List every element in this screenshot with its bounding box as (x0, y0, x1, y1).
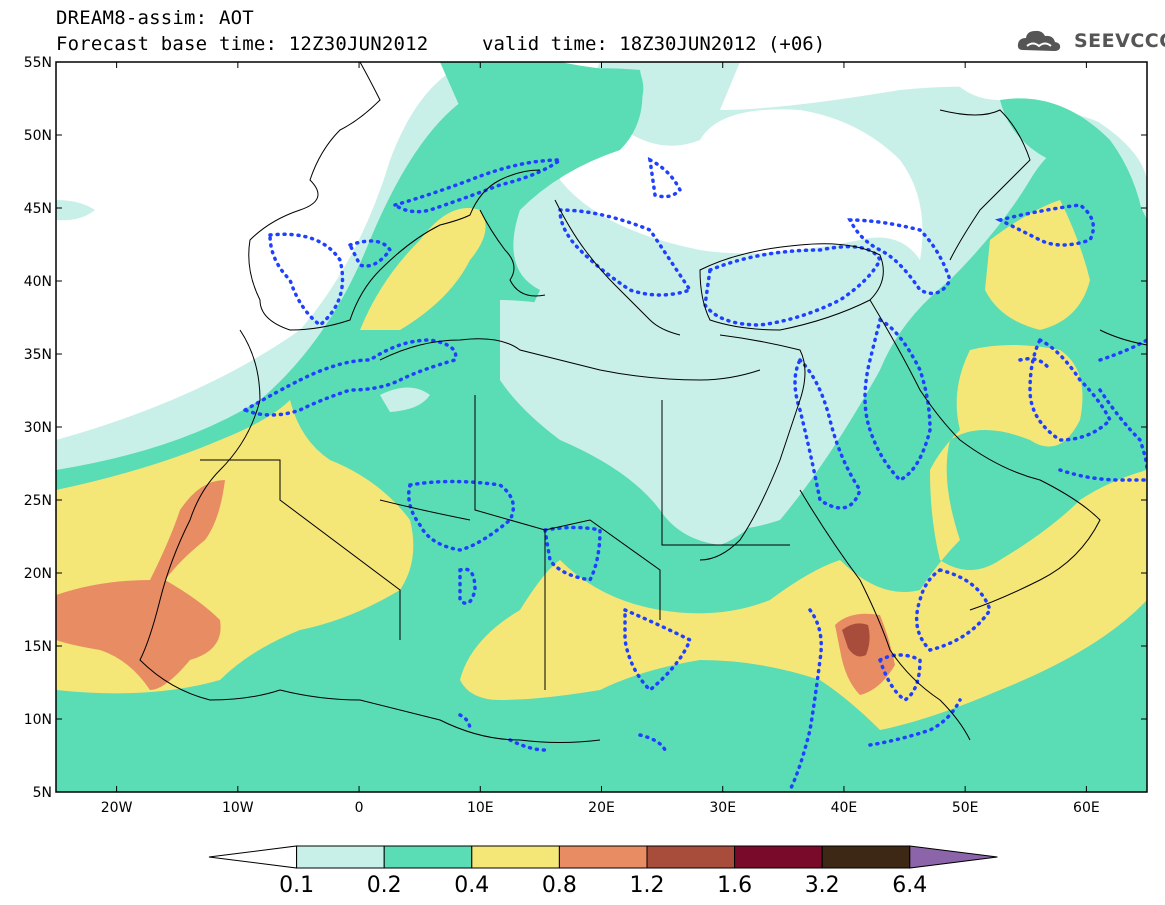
lon-label: 40E (831, 800, 858, 816)
colorbar-label: 0.2 (367, 873, 402, 898)
longitude-labels: 20W 10W 0 10E 20E 30E 40E 50E 60E (101, 62, 1100, 816)
colorbar-segment (646, 845, 736, 869)
colorbar: 0.1 0.2 0.4 0.8 1.2 1.6 3.2 6.4 (208, 845, 998, 898)
lon-label: 20E (588, 800, 615, 816)
colorbar-label: 0.4 (454, 873, 489, 898)
colorbar-label: 3.2 (805, 873, 840, 898)
logo-text: SEEVCCC (1074, 30, 1165, 52)
lat-label: 25N (24, 493, 52, 509)
lat-label: 45N (24, 201, 52, 217)
lon-label: 20W (101, 800, 133, 816)
colorbar-label: 0.8 (542, 873, 577, 898)
lat-label: 15N (24, 639, 52, 655)
colorbar-high-triangle (909, 845, 998, 869)
colorbar-segment (821, 845, 911, 869)
coastlines (139, 62, 1147, 743)
lat-label: 35N (24, 347, 52, 363)
lon-label: 0 (355, 800, 364, 816)
colorbar-segment (296, 845, 385, 869)
colorbar-segment (383, 845, 473, 869)
colorbar-low-triangle (208, 845, 298, 869)
colorbar-label: 1.6 (717, 873, 752, 898)
forecast-base-time: Forecast base time: 12Z30JUN2012 (56, 33, 429, 55)
aot-band-0.8 (56, 480, 225, 690)
lat-label: 30N (24, 420, 52, 436)
colorbar-label: 0.1 (279, 873, 314, 898)
lon-label: 10E (467, 800, 494, 816)
lon-label: 30E (709, 800, 736, 816)
map-title: DREAM8-assim: AOT (56, 7, 254, 29)
lat-label: 40N (24, 274, 52, 290)
colorbar-segment (558, 845, 648, 869)
aot-band-1.2 (842, 623, 870, 657)
colorbar-label: 1.2 (630, 873, 665, 898)
latitude-labels: 55N 50N 45N 40N 35N 30N 25N 20N 15N 10N 5N (24, 55, 1147, 801)
valid-time: valid time: 18Z30JUN2012 (+06) (482, 33, 826, 55)
colorbar-label: 6.4 (892, 873, 927, 898)
lon-label: 50E (952, 800, 979, 816)
lat-label: 10N (24, 712, 52, 728)
lon-label: 10W (222, 800, 254, 816)
lat-label: 55N (24, 55, 52, 71)
cloud-logo-icon (1017, 30, 1061, 51)
lat-label: 20N (24, 566, 52, 582)
lat-label: 5N (33, 785, 52, 801)
colorbar-segment (471, 845, 560, 869)
colorbar-segment (734, 845, 823, 869)
dust-contours (240, 156, 1147, 792)
lat-label: 50N (24, 128, 52, 144)
lon-label: 60E (1073, 800, 1100, 816)
aot-field (56, 62, 1147, 792)
